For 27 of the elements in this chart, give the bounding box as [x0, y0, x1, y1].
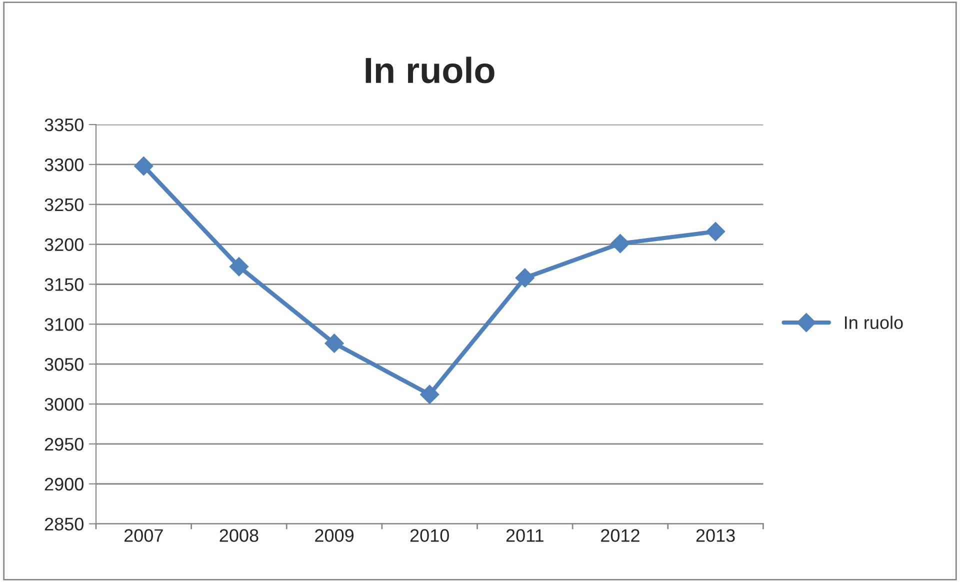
x-tick-label: 2007: [124, 529, 163, 542]
y-tick-label: 3250: [44, 198, 84, 212]
chart-title: In ruolo: [366, 56, 494, 84]
point: [134, 156, 154, 176]
y-tick-label: 2900: [44, 478, 84, 491]
y-tick-label: 2950: [44, 438, 84, 451]
y-tick-label: 3200: [44, 238, 84, 252]
point: [706, 222, 726, 242]
y-tick-label: 3050: [44, 358, 84, 371]
point: [610, 234, 630, 254]
legend-label: In ruolo: [845, 316, 903, 330]
y-tick-label: 3300: [44, 158, 84, 172]
point: [324, 334, 344, 353]
x-tick-label: 2011: [506, 529, 544, 542]
x-tick-label: 2008: [220, 529, 258, 542]
y-tick-label: 3150: [44, 278, 84, 291]
point: [420, 384, 440, 404]
x-tick-label: 2009: [315, 529, 354, 542]
point: [515, 268, 534, 288]
y-tick-label: 2850: [44, 518, 84, 531]
x-tick-label: 2012: [601, 529, 640, 542]
y-tick-label: 3000: [44, 398, 84, 411]
point: [229, 257, 249, 276]
x-tick-label: 2010: [410, 529, 449, 542]
y-tick-label: 3100: [44, 318, 84, 331]
x-tick-label: 2013: [696, 529, 735, 542]
y-tick-label: 3350: [44, 118, 84, 132]
